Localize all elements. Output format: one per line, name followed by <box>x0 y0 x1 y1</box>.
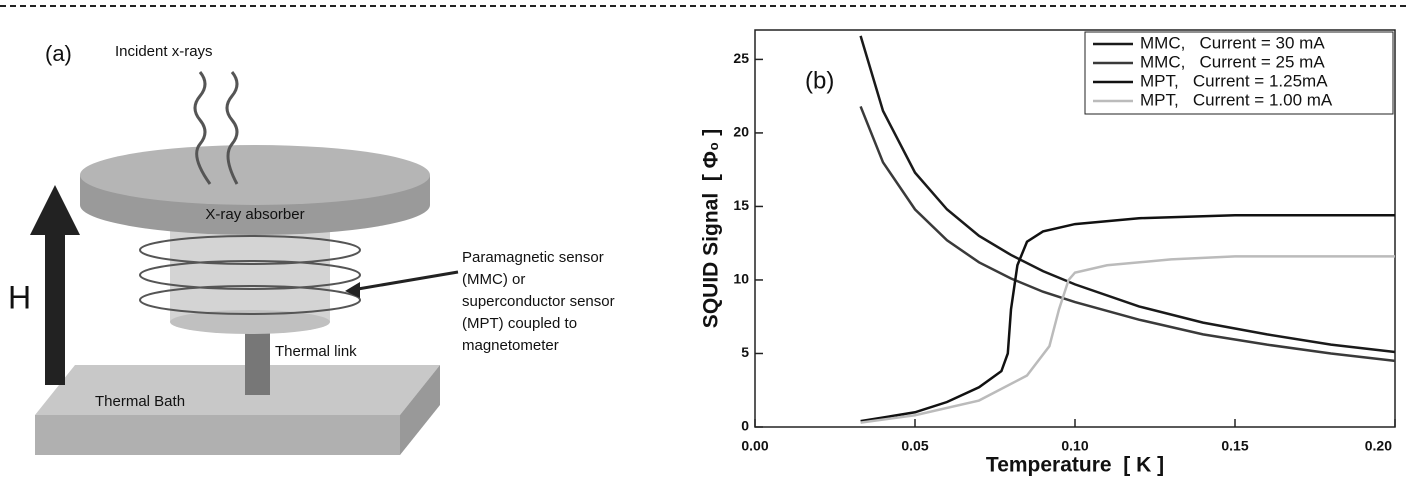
y-tick-label: 5 <box>741 344 749 360</box>
pointer-head <box>345 282 360 298</box>
label: X-ray absorber <box>205 206 304 223</box>
series-line <box>860 255 1395 424</box>
x-axis-label: Temperature [ K ] <box>986 454 1164 477</box>
absorber-top <box>80 145 430 205</box>
y-tick-label: 15 <box>733 197 749 213</box>
bath-side <box>400 365 440 455</box>
legend-label: MPT, Current = 1.25mA <box>1140 71 1328 90</box>
legend-label: MMC, Current = 30 mA <box>1140 33 1325 52</box>
label: Thermal link <box>275 343 357 360</box>
y-tick-label: 25 <box>733 50 749 66</box>
field-arrow-shaft <box>45 230 65 385</box>
field-arrow-head <box>30 185 80 235</box>
bath-top <box>35 365 440 415</box>
diagram: (a) Incident x-rays X-ray absorber Therm… <box>8 41 615 455</box>
chart: 0 5 10 15 20 25 0.00 0.05 0.10 0.15 0.20 Temperatur… <box>700 29 1396 477</box>
panel-label: (a) <box>45 41 72 66</box>
series-line <box>859 35 1396 354</box>
x-tick-label: 0.05 <box>901 438 928 454</box>
sensor-label: Paramagnetic sensor (MMC) or superconducto… <box>462 249 615 354</box>
legend-label: MPT, Current = 1.00 mA <box>1140 90 1333 109</box>
coil <box>139 260 361 290</box>
label: Thermal Bath <box>95 393 185 410</box>
x-tick-label: 0.10 <box>1061 438 1088 454</box>
xray <box>193 71 212 185</box>
coil <box>139 285 361 315</box>
bath-front <box>35 415 400 455</box>
y-axis-label: SQUID Signal [ Φ₀ ] <box>700 129 723 328</box>
x-tick-label: 0.15 <box>1221 438 1248 454</box>
x-tick-label: 0.00 <box>741 438 768 454</box>
sensor-bottom <box>170 310 330 334</box>
field-label: H <box>8 279 31 315</box>
label-line: (MMC) or <box>462 271 525 288</box>
legend-label: MMC, Current = 25 mA <box>1140 52 1325 71</box>
series-line <box>860 214 1395 423</box>
label-line: magnetometer <box>462 337 559 354</box>
xray <box>225 71 239 185</box>
label-line: superconductor sensor <box>462 293 615 310</box>
coil <box>139 235 361 265</box>
series-line <box>859 105 1396 363</box>
annotation: (b) <box>805 67 834 94</box>
label-line: Paramagnetic sensor <box>462 249 604 266</box>
y-tick-label: 0 <box>741 418 749 434</box>
legend-box <box>1084 31 1394 115</box>
y-tick-label: 10 <box>733 271 749 287</box>
label: Incident x-rays <box>115 43 213 60</box>
pointer <box>351 270 459 292</box>
y-tick-label: 20 <box>733 124 749 140</box>
x-tick-label: 0.20 <box>1365 438 1392 454</box>
label-line: (MPT) coupled to <box>462 315 577 332</box>
